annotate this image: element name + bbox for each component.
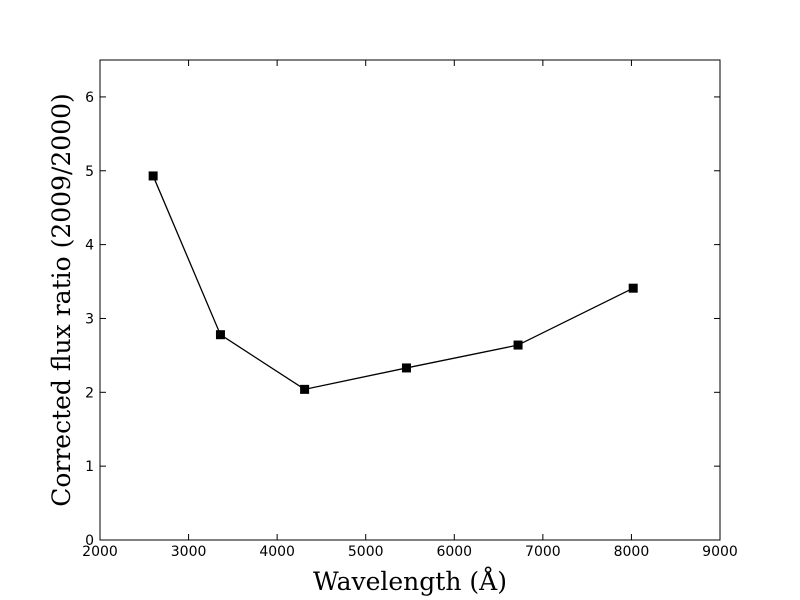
x-tick-label: 7000 <box>525 544 561 560</box>
x-tick-label: 8000 <box>614 544 650 560</box>
data-point <box>215 330 225 340</box>
y-tick-label: 1 <box>85 459 94 475</box>
plot-frame <box>99 59 721 541</box>
y-tick-label: 3 <box>85 311 94 327</box>
series-line <box>152 175 634 391</box>
y-tick-label: 0 <box>85 533 94 549</box>
data-point <box>148 171 158 181</box>
x-tick-label: 5000 <box>348 544 384 560</box>
data-point <box>401 363 411 373</box>
ticks-layer: 2000 3000 4000 5000 6000 7000 8000 9000 0 1 2 3 4 5 6 <box>82 60 738 560</box>
x-tick-label: 9000 <box>702 544 738 560</box>
x-tick-label: 6000 <box>436 544 472 560</box>
data-point <box>628 283 638 293</box>
x-axis-label: Wavelength (Å) <box>313 566 507 596</box>
x-tick-label: 3000 <box>171 544 207 560</box>
y-tick-label: 4 <box>85 238 94 254</box>
x-tick-label: 2000 <box>82 544 118 560</box>
data-point <box>300 384 310 394</box>
y-tick-label: 5 <box>85 164 94 180</box>
y-tick-label: 2 <box>85 385 94 401</box>
x-tick-label: 4000 <box>259 544 295 560</box>
y-axis-label: Corrected flux ratio (2009/2000) <box>47 93 76 507</box>
series-layer <box>148 171 638 394</box>
y-tick-label: 6 <box>85 90 94 106</box>
data-point <box>513 340 523 350</box>
